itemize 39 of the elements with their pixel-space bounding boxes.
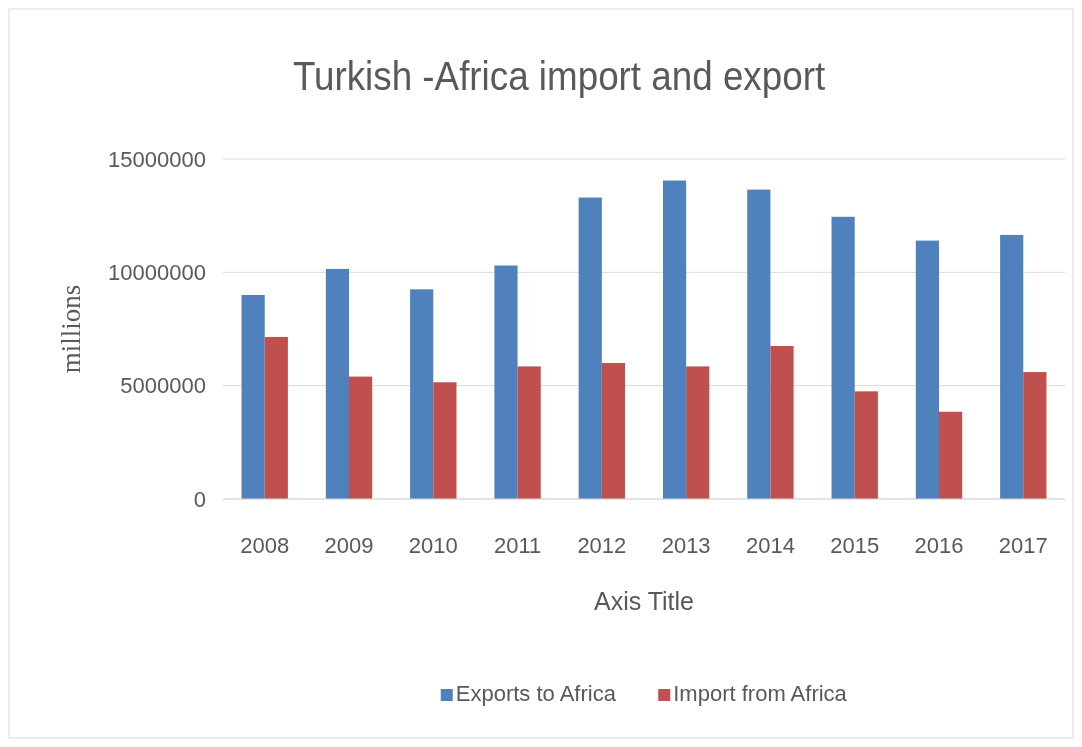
bar: [747, 189, 771, 499]
x-tick-label: 2017: [998, 533, 1048, 558]
bar: [578, 197, 602, 499]
x-tick-label: 2011: [493, 533, 542, 558]
bar: [1000, 234, 1024, 499]
bar: [517, 366, 541, 499]
bar: [854, 391, 878, 499]
bar: [686, 366, 710, 499]
bar: [433, 382, 457, 499]
bar: [662, 180, 687, 499]
chart-title: Turkish -Africa import and export: [292, 53, 826, 99]
x-axis-title: Axis Title: [593, 587, 695, 615]
bar: [349, 376, 373, 499]
bar: [494, 265, 518, 499]
bar: [241, 295, 265, 499]
bar: [770, 346, 794, 499]
x-tick-label: 2014: [745, 533, 795, 558]
bar: [939, 411, 963, 499]
x-tick-label: 2013: [661, 533, 711, 558]
y-tick-label: 15000000: [108, 146, 206, 172]
y-tick-label: 10000000: [108, 260, 206, 286]
y-tick-label: 5000000: [120, 373, 206, 399]
x-tick-label: 2009: [324, 533, 374, 558]
bar: [601, 363, 626, 499]
legend-label: Import from Africa: [673, 681, 848, 706]
bar: [410, 289, 434, 499]
bar: [325, 268, 350, 499]
x-tick-label: 2010: [408, 533, 458, 558]
legend-label: Exports to Africa: [455, 681, 617, 706]
bar: [831, 216, 855, 499]
bar: [1023, 372, 1047, 499]
x-tick-label: 2012: [577, 533, 627, 558]
x-tick-label: 2015: [830, 533, 880, 558]
bar: [915, 240, 939, 499]
x-tick-label: 2008: [240, 533, 290, 558]
y-axis-title: millions: [56, 284, 86, 374]
x-tick-label: 2016: [914, 533, 964, 558]
bar: [264, 336, 288, 499]
y-tick-label: 0: [193, 486, 206, 512]
